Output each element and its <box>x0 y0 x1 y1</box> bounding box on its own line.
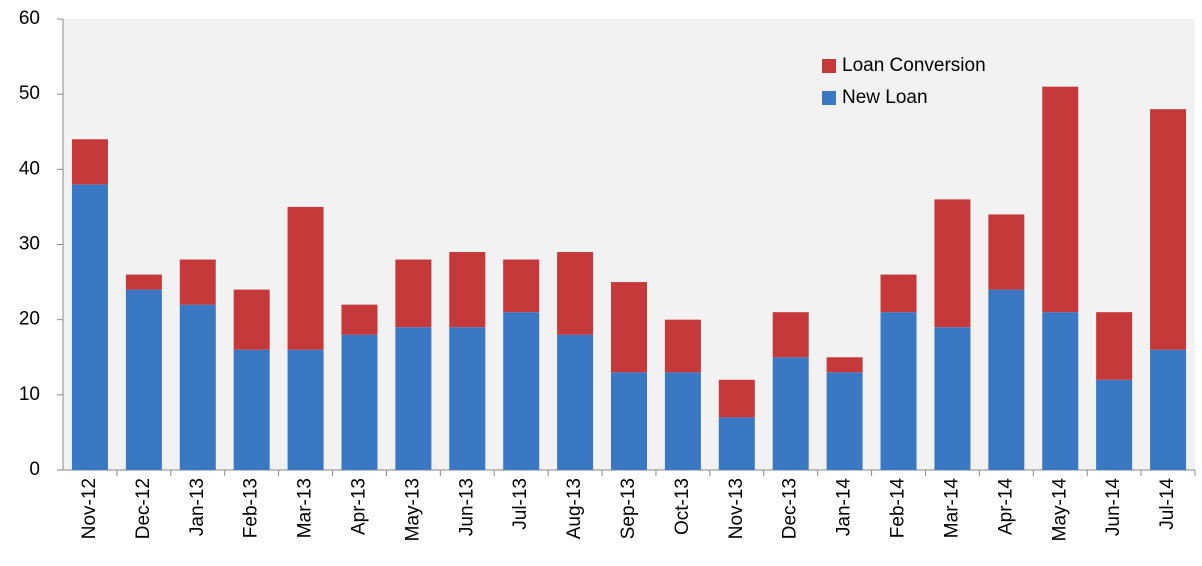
x-tick-label: Nov-12 <box>79 478 100 539</box>
x-tick-label: Dec-12 <box>133 478 154 539</box>
bar-segment <box>718 379 755 418</box>
bar-segment <box>1096 379 1133 470</box>
x-tick-label: Jan-14 <box>834 478 855 537</box>
bar-segment <box>934 327 971 470</box>
bar-segment <box>772 357 809 470</box>
x-tick-label: Apr-14 <box>995 478 1016 535</box>
y-tick-label: 40 <box>19 158 40 179</box>
bar-segment <box>1042 86 1079 313</box>
bar-segment <box>71 139 108 185</box>
bar-segment <box>233 289 270 350</box>
bar-segment <box>503 259 540 313</box>
bar-segment <box>341 304 378 335</box>
bar-segment <box>71 184 108 470</box>
bar-segment <box>557 252 594 335</box>
bar-segment <box>1096 312 1133 380</box>
x-tick-label: Jan-13 <box>187 478 208 536</box>
x-tick-label: Dec-13 <box>780 478 801 539</box>
bar-segment <box>179 304 216 470</box>
x-tick-label: Jul-13 <box>510 478 531 530</box>
bar-segment <box>449 327 486 470</box>
x-tick-label: Apr-13 <box>348 478 369 535</box>
legend-label: New Loan <box>842 87 928 108</box>
bar-segment <box>341 334 378 470</box>
x-tick-label: Aug-13 <box>564 478 585 539</box>
x-tick-label: Feb-14 <box>888 478 909 539</box>
x-tick-label: Mar-14 <box>941 478 962 539</box>
y-tick-label: 20 <box>19 309 40 330</box>
bar-segment <box>772 312 809 358</box>
bar-segment <box>287 349 324 470</box>
bar-segment <box>557 334 594 470</box>
bar-segment <box>503 312 540 470</box>
bar-segment <box>395 259 432 328</box>
bar-segment <box>880 312 917 470</box>
legend-swatch <box>822 59 836 73</box>
bar-segment <box>880 274 917 313</box>
bar-segment <box>179 259 216 305</box>
bar-segment <box>826 372 863 470</box>
bar-segment <box>287 206 324 350</box>
bar-segment <box>233 349 270 470</box>
y-tick-label: 50 <box>19 83 40 104</box>
y-tick-label: 10 <box>19 384 40 405</box>
bar-segment <box>934 199 971 328</box>
x-tick-label: Jun-13 <box>456 478 477 536</box>
bar-segment <box>125 274 162 290</box>
bar-segment <box>826 357 863 373</box>
bar-segment <box>988 289 1025 470</box>
x-tick-label: Nov-13 <box>726 478 747 539</box>
bar-segment <box>395 327 432 470</box>
bar-segment <box>718 417 755 470</box>
bar-segment <box>988 214 1025 290</box>
x-tick-label: Sep-13 <box>618 478 639 539</box>
x-tick-label: Mar-13 <box>295 478 316 538</box>
x-tick-label: Jun-14 <box>1103 478 1124 537</box>
bar-segment <box>664 372 701 470</box>
y-tick-label: 30 <box>19 234 40 255</box>
bar-segment <box>125 289 162 470</box>
x-tick-label: Jul-14 <box>1157 478 1178 530</box>
x-tick-label: May-13 <box>402 478 423 541</box>
bar-segment <box>1150 349 1187 470</box>
x-tick-label: May-14 <box>1049 478 1070 542</box>
x-tick-label: Oct-13 <box>672 478 693 535</box>
bar-segment <box>611 372 647 470</box>
legend-label: Loan Conversion <box>842 55 986 76</box>
y-tick-label: 60 <box>19 8 40 29</box>
bar-segment <box>664 319 701 373</box>
bar-segment <box>1042 312 1079 470</box>
bar-segment <box>449 252 486 328</box>
y-tick-label: 0 <box>29 459 40 480</box>
legend-swatch <box>822 91 836 105</box>
x-tick-label: Feb-13 <box>241 478 262 538</box>
bar-segment <box>611 282 647 373</box>
bar-segment <box>1150 109 1187 350</box>
